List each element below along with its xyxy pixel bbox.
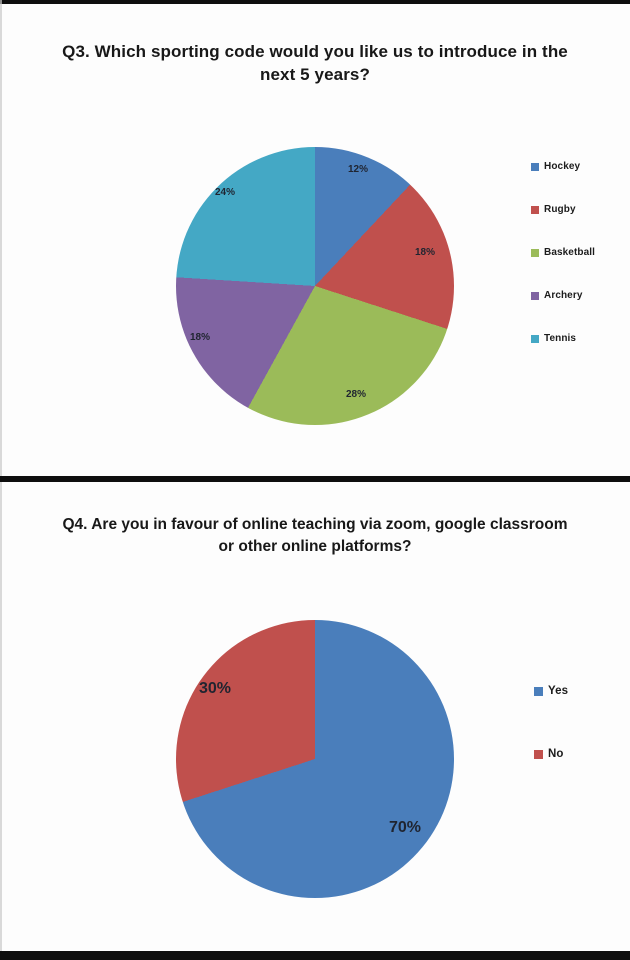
yes-swatch-icon bbox=[534, 686, 543, 696]
legend-item-tennis: Tennis bbox=[531, 333, 595, 344]
legend-item-no: No bbox=[534, 748, 568, 760]
legend-item-basketball: Basketball bbox=[531, 247, 595, 258]
archery-swatch-icon bbox=[531, 291, 539, 300]
q3-slice-label-tennis: 24% bbox=[215, 187, 236, 198]
q3-legend: Hockey Rugby Basketball Archery Tennis bbox=[531, 161, 595, 344]
legend-label-yes: Yes bbox=[548, 685, 569, 697]
no-swatch-icon bbox=[534, 749, 543, 759]
rugby-swatch-icon bbox=[531, 205, 539, 214]
q3-slice-label-basketball: 28% bbox=[346, 389, 367, 400]
q3-slice-label-hockey: 12% bbox=[348, 164, 369, 175]
q3-slice-label-archery: 18% bbox=[190, 332, 211, 343]
legend-item-archery: Archery bbox=[531, 290, 595, 301]
legend-label-tennis: Tennis bbox=[544, 333, 577, 344]
legend-label-no: No bbox=[548, 748, 564, 760]
legend-item-yes: Yes bbox=[534, 685, 568, 697]
legend-label-basketball: Basketball bbox=[544, 247, 596, 258]
q3-chart-panel: Q3. Which sporting code would you like u… bbox=[0, 4, 630, 476]
tennis-swatch-icon bbox=[531, 334, 539, 343]
legend-label-hockey: Hockey bbox=[544, 161, 581, 172]
legend-item-rugby: Rugby bbox=[531, 204, 595, 215]
section-divider-bar bbox=[0, 476, 630, 482]
q4-slice-label-yes: 70% bbox=[389, 819, 422, 836]
q4-legend: Yes No bbox=[534, 685, 568, 760]
hockey-swatch-icon bbox=[531, 162, 539, 171]
q3-slice-label-rugby: 18% bbox=[415, 247, 436, 258]
q4-question-title: Q4. Are you in favour of online teaching… bbox=[0, 514, 630, 558]
q3-question-title: Q3. Which sporting code would you like u… bbox=[0, 40, 630, 86]
bottom-border-bar bbox=[0, 951, 630, 960]
q4-slice-label-no: 30% bbox=[199, 680, 232, 697]
q4-pie-chart bbox=[176, 620, 454, 898]
legend-item-hockey: Hockey bbox=[531, 161, 595, 172]
q3-title-line-2: next 5 years? bbox=[260, 65, 370, 84]
q3-title-line-1: Q3. Which sporting code would you like u… bbox=[62, 42, 568, 61]
basketball-swatch-icon bbox=[531, 248, 539, 257]
q4-title-line-1: Q4. Are you in favour of online teaching… bbox=[62, 516, 568, 533]
legend-label-rugby: Rugby bbox=[544, 204, 576, 215]
q4-title-line-2: or other online platforms? bbox=[218, 538, 412, 555]
legend-label-archery: Archery bbox=[544, 290, 583, 301]
top-border-bar bbox=[0, 0, 630, 4]
q3-pie-chart bbox=[176, 147, 454, 425]
q4-chart-panel: Q4. Are you in favour of online teaching… bbox=[0, 482, 630, 951]
